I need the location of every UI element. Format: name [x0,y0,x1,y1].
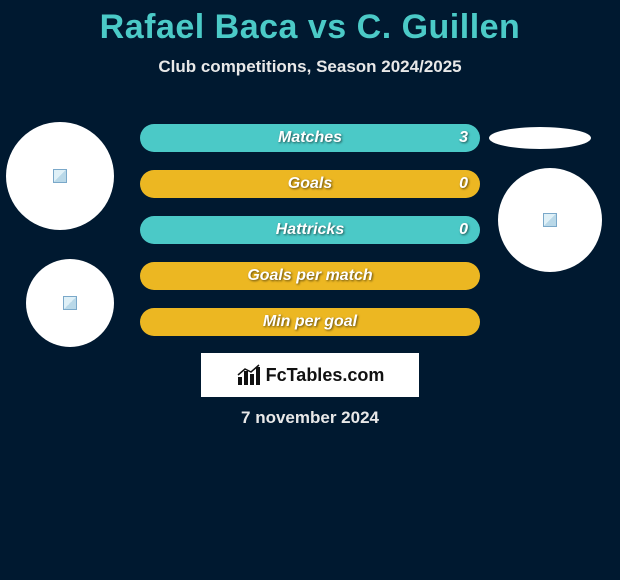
stat-label: Hattricks [276,221,344,239]
stat-min-per-goal: Min per goal [140,308,480,336]
page-title: Rafael Baca vs C. Guillen [0,0,620,47]
stat-label: Matches [278,129,342,147]
placeholder-icon [63,296,77,310]
date-text: 7 november 2024 [241,408,379,428]
stat-hattricks: Hattricks 0 [140,216,480,244]
stat-goals-per-match: Goals per match [140,262,480,290]
avatar-ellipse-right-top [489,127,591,149]
avatar-player-right [498,168,602,272]
stat-label: Goals per match [247,267,372,285]
stat-label: Min per goal [263,313,357,331]
logo-text: FcTables.com [266,365,385,386]
stat-value: 0 [459,175,468,193]
stat-matches: Matches 3 [140,124,480,152]
placeholder-icon [543,213,557,227]
stats-container: Matches 3 Goals 0 Hattricks 0 Goals per … [140,124,480,354]
subtitle: Club competitions, Season 2024/2025 [0,57,620,77]
stat-label: Goals [288,175,332,193]
bar-chart-icon [236,363,260,387]
avatar-player-left-bottom [26,259,114,347]
stat-goals: Goals 0 [140,170,480,198]
attribution-logo: FcTables.com [201,353,419,397]
placeholder-icon [53,169,67,183]
stat-value: 0 [459,221,468,239]
stat-value: 3 [459,129,468,147]
avatar-player-left-top [6,122,114,230]
